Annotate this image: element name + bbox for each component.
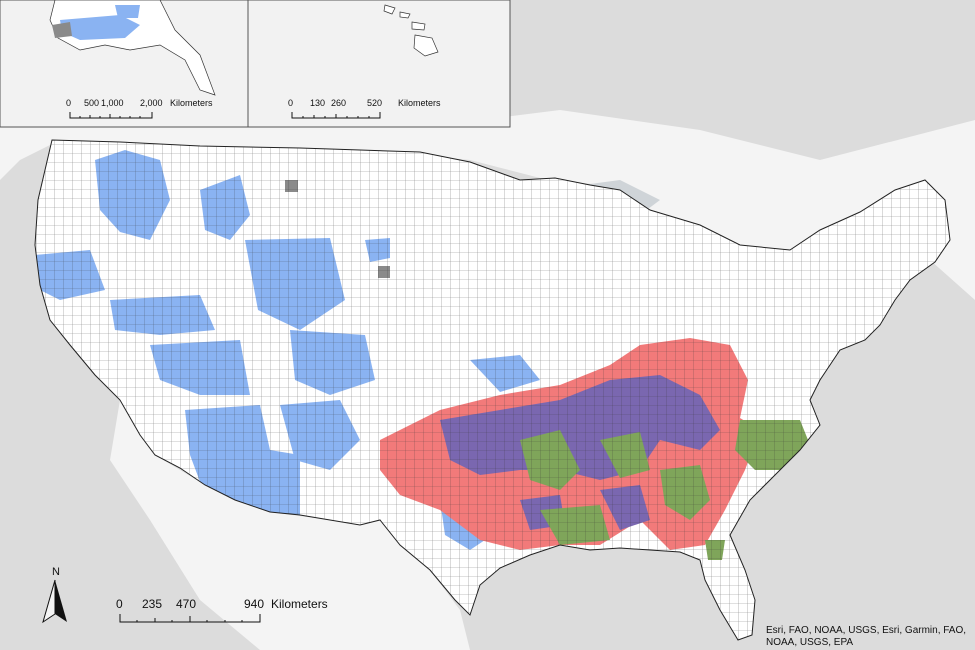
alaska-gray-county bbox=[52, 22, 72, 38]
hawaii-scale-bar: 0 130 260 520 Kilometers bbox=[288, 98, 448, 120]
north-arrow-icon bbox=[42, 579, 67, 624]
alaska-blue-counties bbox=[60, 5, 140, 40]
alaska-scale-line bbox=[69, 112, 153, 119]
hawaii-islands bbox=[383, 4, 439, 57]
alaska-scale-tick-3: 2,000 bbox=[140, 98, 163, 108]
alaska-scale-tick-2: 1,000 bbox=[101, 98, 124, 108]
hawaii-scale-tick-3: 520 bbox=[367, 98, 383, 108]
hawaii-inset bbox=[247, 0, 511, 128]
hawaii-scale-unit: Kilometers bbox=[398, 98, 441, 108]
hawaii-scale-tick-1: 130 bbox=[310, 98, 326, 108]
alaska-scale-tick-0: 0 bbox=[66, 98, 72, 108]
alaska-scale-bar: 0 500 1,000 2,000 Kilometers bbox=[66, 98, 216, 120]
mexico-landmass bbox=[110, 400, 470, 650]
north-label: N bbox=[52, 566, 60, 578]
hawaii-scale-tick-0: 0 bbox=[288, 98, 294, 108]
hawaii-scale-tick-2: 260 bbox=[331, 98, 347, 108]
main-scale-unit: Kilometers bbox=[271, 597, 328, 611]
main-scale-tick-3: 940 bbox=[244, 597, 265, 611]
main-scale-line bbox=[119, 614, 261, 623]
hawaii-scale-line bbox=[291, 112, 381, 119]
alaska-scale-unit: Kilometers bbox=[170, 98, 213, 108]
main-scale-tick-2: 470 bbox=[176, 597, 197, 611]
alaska-scale-tick-1: 500 bbox=[84, 98, 100, 108]
main-scale-tick-0: 0 bbox=[116, 597, 123, 611]
main-scale-tick-1: 235 bbox=[142, 597, 163, 611]
canada-landmass bbox=[0, 110, 975, 300]
main-scale-bar: 0 235 470 940 Kilometers bbox=[114, 597, 354, 624]
map-attribution: Esri, FAO, NOAA, USGS, Esri, Garmin, FAO… bbox=[766, 625, 967, 648]
